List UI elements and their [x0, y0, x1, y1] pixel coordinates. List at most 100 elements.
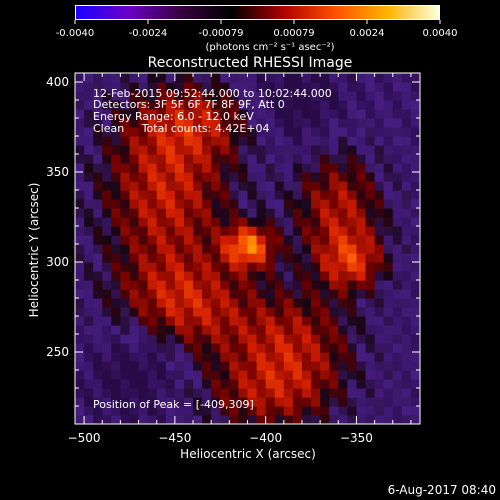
heatmap-cell: [220, 154, 230, 164]
x-tick-label: −450: [158, 431, 191, 445]
heatmap-cell: [111, 136, 121, 146]
heatmap-cell: [320, 244, 330, 254]
heatmap-cell: [183, 127, 194, 137]
heatmap-cell: [256, 253, 267, 263]
heatmap-cell: [102, 208, 112, 218]
heatmap-cell: [183, 109, 194, 119]
heatmap-cell: [102, 199, 112, 209]
heatmap-cell: [401, 370, 412, 380]
heatmap-cell: [120, 415, 131, 424]
heatmap-cell: [238, 262, 249, 272]
heatmap-cell: [383, 91, 394, 101]
heatmap-cell: [401, 82, 412, 92]
heatmap-cell: [165, 262, 176, 272]
heatmap-cell: [392, 190, 403, 200]
heatmap-cell: [84, 145, 94, 155]
heatmap-cell: [120, 73, 131, 83]
heatmap-cell: [174, 280, 185, 290]
heatmap-cell: [165, 352, 176, 362]
heatmap-cell: [292, 208, 303, 218]
heatmap-cell: [238, 118, 249, 128]
heatmap-cell: [410, 289, 420, 299]
heatmap-cell: [183, 307, 194, 317]
heatmap-cell: [274, 334, 285, 344]
heatmap-cell: [410, 208, 420, 218]
heatmap-cell: [383, 199, 394, 209]
heatmap-cell: [174, 271, 185, 281]
heatmap-cell: [165, 235, 176, 245]
heatmap-cell: [174, 172, 185, 182]
heatmap-cell: [102, 118, 112, 128]
heatmap-cell: [274, 379, 285, 389]
heatmap-cell: [320, 190, 330, 200]
heatmap-cell: [283, 271, 294, 281]
heatmap-cell: [320, 280, 330, 290]
heatmap-cell: [93, 145, 103, 155]
heatmap-cell: [347, 145, 358, 155]
heatmap-cell: [265, 181, 276, 191]
heatmap-cell: [401, 109, 412, 119]
heatmap-cell: [120, 217, 131, 227]
heatmap-cell: [75, 280, 85, 290]
heatmap-cell: [265, 361, 276, 371]
heatmap-cell: [93, 415, 103, 424]
heatmap-cell: [410, 136, 420, 146]
heatmap-cell: [374, 352, 385, 362]
heatmap-cell: [356, 217, 367, 227]
heatmap-cell: [265, 73, 276, 83]
heatmap-cell: [120, 262, 131, 272]
heatmap-cell: [256, 325, 267, 335]
heatmap-cell: [374, 361, 385, 371]
heatmap-cell: [374, 100, 385, 110]
heatmap-cell: [292, 127, 303, 137]
heatmap-cell: [111, 271, 121, 281]
heatmap-cell: [410, 334, 420, 344]
heatmap-cell: [229, 406, 240, 416]
heatmap-cell: [93, 118, 103, 128]
heatmap-cell: [229, 280, 240, 290]
heatmap-cell: [347, 370, 358, 380]
heatmap-cell: [138, 334, 149, 344]
heatmap-cell: [365, 127, 376, 137]
heatmap-cell: [193, 343, 203, 353]
heatmap-cell: [311, 307, 321, 317]
heatmap-cell: [138, 226, 149, 236]
heatmap-cell: [283, 280, 294, 290]
heatmap-cell: [129, 388, 140, 398]
heatmap-cell: [356, 307, 367, 317]
heatmap-cell: [111, 280, 121, 290]
heatmap-cell: [274, 262, 285, 272]
heatmap-cell: [256, 316, 267, 326]
heatmap-cell: [156, 289, 167, 299]
heatmap-cell: [75, 361, 85, 371]
heatmap-cell: [193, 118, 203, 128]
heatmap-cell: [329, 343, 339, 353]
heatmap-cell: [120, 343, 131, 353]
heatmap-cell: [329, 208, 339, 218]
heatmap-cell: [301, 307, 312, 317]
heatmap-cell: [129, 244, 140, 254]
heatmap-cell: [283, 388, 294, 398]
heatmap-cell: [211, 244, 221, 254]
heatmap-cell: [129, 73, 140, 83]
heatmap-cell: [174, 244, 185, 254]
heatmap-cell: [102, 73, 112, 83]
heatmap-cell: [320, 181, 330, 191]
heatmap-cell: [202, 289, 212, 299]
heatmap-cell: [183, 208, 194, 218]
heatmap-cell: [338, 289, 348, 299]
heatmap-cell: [247, 163, 258, 173]
heatmap-cell: [120, 100, 131, 110]
heatmap-cell: [93, 208, 103, 218]
heatmap-cell: [138, 298, 149, 308]
heatmap-cell: [320, 73, 330, 83]
heatmap-cell: [102, 100, 112, 110]
heatmap-cell: [147, 307, 158, 317]
heatmap-cell: [238, 73, 249, 83]
heatmap-cell: [392, 73, 403, 83]
heatmap-cell: [202, 280, 212, 290]
heatmap-cell: [256, 271, 267, 281]
heatmap-cell: [383, 262, 394, 272]
heatmap-cell: [401, 181, 412, 191]
